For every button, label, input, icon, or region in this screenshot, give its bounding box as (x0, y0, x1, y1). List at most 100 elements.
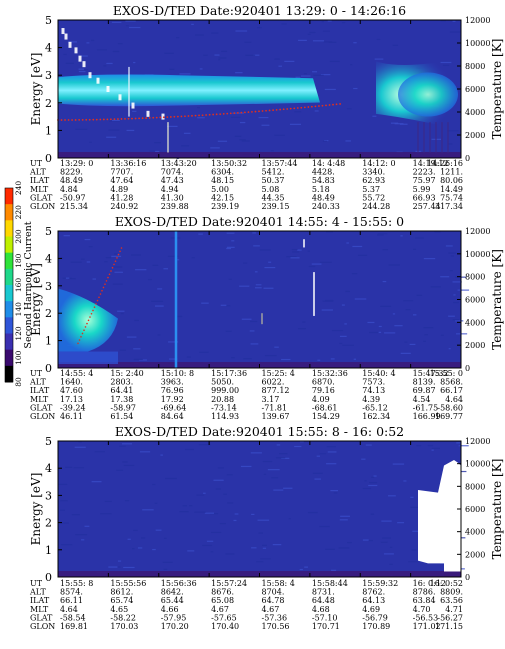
row-label: GLAT (30, 403, 53, 412)
y2-tick-label: 10000 (465, 39, 490, 48)
colorbar-swatch (5, 365, 13, 383)
table-cell: 8229. (60, 168, 83, 177)
table-cell: 15:58: 4 (262, 579, 295, 588)
table-cell: 79.16 (312, 386, 335, 395)
table-cell: 76.96 (161, 386, 184, 395)
table-cell: 240.92 (110, 202, 138, 211)
table-cell: 64.41 (110, 386, 133, 395)
no-data-region (418, 460, 461, 572)
table-cell: 4.84 (60, 185, 78, 194)
row-label: ILAT (30, 596, 50, 605)
y2-tick-label: 6000 (465, 85, 485, 94)
table-cell: 5412. (262, 168, 285, 177)
table-cell: 3340. (362, 168, 385, 177)
y2-tick-label: 2000 (465, 341, 485, 350)
colorbar-swatch (5, 236, 13, 254)
table-cell: 877.12 (262, 386, 290, 395)
table-cell: -58.97 (110, 403, 136, 412)
row-label: MLT (30, 185, 49, 194)
row-label: UT (30, 579, 43, 588)
table-cell: 4.71 (445, 605, 463, 614)
table-cell: 114.93 (211, 412, 239, 421)
table-cell: 47.43 (161, 176, 184, 185)
table-cell: 240.33 (312, 202, 340, 211)
table-cell: 42.15 (211, 193, 234, 202)
table-cell: 62.93 (362, 176, 385, 185)
colorbar-swatch (5, 188, 13, 205)
table-cell: -65.12 (362, 403, 388, 412)
table-cell: 4.64 (60, 605, 78, 614)
y2-tick-label: 0 (465, 364, 470, 373)
table-cell: 16: 0:52 (430, 579, 463, 588)
colorbar-swatch (5, 220, 13, 237)
table-cell: 13:29: 0 (60, 159, 93, 168)
y2-tick-label: 0 (465, 573, 470, 582)
y-tick-label: 5 (45, 435, 52, 448)
table-cell: 7707. (110, 168, 133, 177)
table-cell: 3963. (161, 378, 184, 387)
table-cell: -61.75 (413, 403, 439, 412)
table-cell: 14:12: 0 (362, 159, 395, 168)
table-cell: 4.64 (445, 395, 463, 404)
table-cell: 15:17:36 (211, 369, 247, 378)
table-cell: 44.35 (262, 193, 285, 202)
table-cell: 5.18 (312, 185, 330, 194)
y2-tick-label: 12000 (465, 227, 490, 236)
table-cell: 154.29 (312, 412, 340, 421)
y-axis-label: Energy [eV] (29, 473, 43, 546)
panel-title: EXOS-D/TED Date:920401 15:55: 8 - 16: 0:… (115, 424, 404, 439)
panel-3: EXOS-D/TED Date:920401 15:55: 8 - 16: 0:… (29, 424, 504, 631)
table-cell: -39.24 (60, 403, 86, 412)
row-label: GLON (30, 412, 55, 421)
row-label: ALT (29, 168, 46, 177)
table-cell: 7573. (362, 378, 385, 387)
table-cell: 8786. (413, 588, 436, 597)
y-tick-label: 4 (45, 42, 52, 55)
y-tick-label: 4 (45, 252, 52, 265)
table-cell: 169.77 (435, 412, 463, 421)
table-cell: 63.56 (440, 596, 463, 605)
table-cell: 244.28 (362, 202, 390, 211)
table-cell: 17.38 (110, 395, 133, 404)
table-cell: 4.68 (312, 605, 330, 614)
colorbar-label: Second Harmonic Current (23, 221, 34, 348)
table-cell: 2223. (413, 168, 436, 177)
row-label: ALT (29, 378, 46, 387)
colorbar-tick-label: 100 (14, 350, 23, 365)
table-cell: 15:10: 8 (161, 369, 194, 378)
table-cell: 239.88 (161, 202, 189, 211)
colorbar-swatch (5, 301, 13, 318)
row-label: ILAT (30, 386, 50, 395)
table-cell: 14:19:12 (413, 159, 449, 168)
table-cell: -58.54 (60, 613, 86, 622)
row-label: UT (30, 369, 43, 378)
y2-axis-label: Temperature [K] (490, 39, 504, 140)
y-tick-label: 5 (45, 14, 52, 27)
table-cell: 8676. (211, 588, 234, 597)
table-cell: 50.37 (262, 176, 285, 185)
table-cell: 64.13 (362, 596, 385, 605)
y-tick-label: 2 (45, 307, 52, 320)
table-cell: 4.69 (362, 605, 380, 614)
y2-tick-label: 10000 (465, 460, 490, 469)
table-cell: 5.99 (413, 185, 431, 194)
colorbar-swatch (5, 333, 13, 351)
table-cell: 84.64 (161, 412, 184, 421)
table-cell: 48.49 (60, 176, 83, 185)
table-cell: 15:58:44 (312, 579, 348, 588)
table-cell: -50.97 (60, 193, 86, 202)
row-label: GLON (30, 202, 55, 211)
y2-tick-label: 2000 (465, 550, 485, 559)
ephemeris-table: UT 14:55: 4 15: 2:40 15:10: 8 15:17:36 15:25:… (29, 369, 463, 421)
table-cell: 4.54 (413, 395, 431, 404)
table-cell: 162.34 (362, 412, 390, 421)
table-cell: 61.54 (110, 412, 133, 421)
plot-area (58, 231, 461, 368)
table-cell: 5050. (211, 378, 234, 387)
table-cell: -57.36 (262, 613, 288, 622)
y2-tick-label: 12000 (465, 16, 490, 25)
y2-tick-label: 8000 (465, 482, 485, 491)
table-cell: 4.94 (161, 185, 179, 194)
table-cell: 14: 4:48 (312, 159, 345, 168)
table-cell: 170.89 (362, 622, 390, 631)
